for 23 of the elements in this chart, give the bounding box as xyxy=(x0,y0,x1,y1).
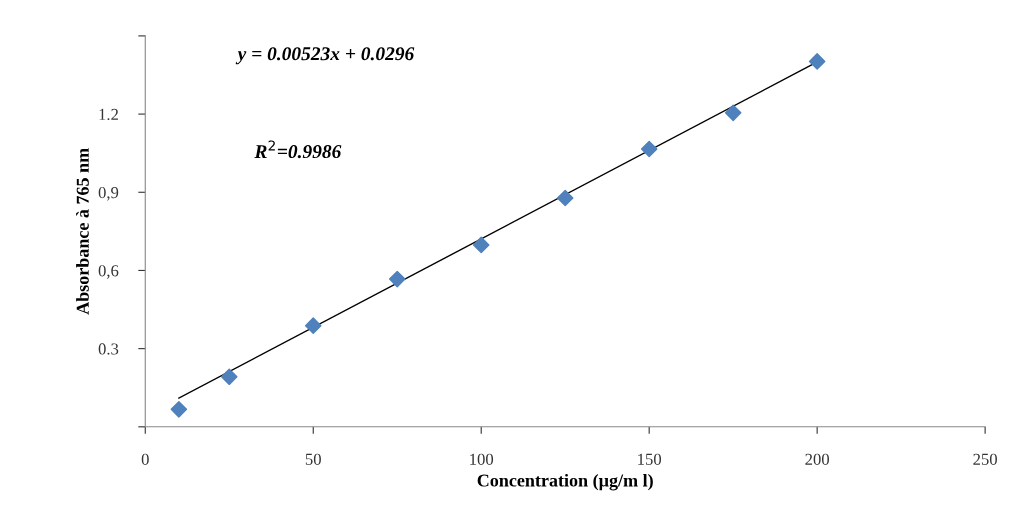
y-tick-label: 0,9 xyxy=(98,186,119,201)
annotation: R$^{2}$=0.9986 xyxy=(254,140,342,159)
x-tick-label: 150 xyxy=(638,453,662,465)
y-axis-title: Absorbance à 765 nm xyxy=(76,148,89,315)
point xyxy=(170,401,188,418)
point xyxy=(304,317,322,335)
point xyxy=(640,140,658,158)
annotation: y = 0.00523x + 0.0296 xyxy=(235,47,415,65)
x-axis-title: Concentration (µg/m l) xyxy=(477,473,653,491)
y-tick-label: 0.3 xyxy=(98,343,119,355)
x-tick-label: 250 xyxy=(973,453,997,465)
point xyxy=(808,53,826,70)
x-tick-label: 100 xyxy=(470,453,494,465)
point xyxy=(472,236,490,254)
x-tick-label: 200 xyxy=(805,453,830,465)
point xyxy=(388,270,406,288)
point xyxy=(220,368,238,386)
y-tick-label: 0,6 xyxy=(98,265,119,279)
x-tick-label: 0 xyxy=(141,453,149,465)
x-tick-label: 50 xyxy=(305,453,321,465)
point xyxy=(724,104,742,122)
point xyxy=(556,189,574,207)
y-tick-label: 1.2 xyxy=(99,108,118,121)
